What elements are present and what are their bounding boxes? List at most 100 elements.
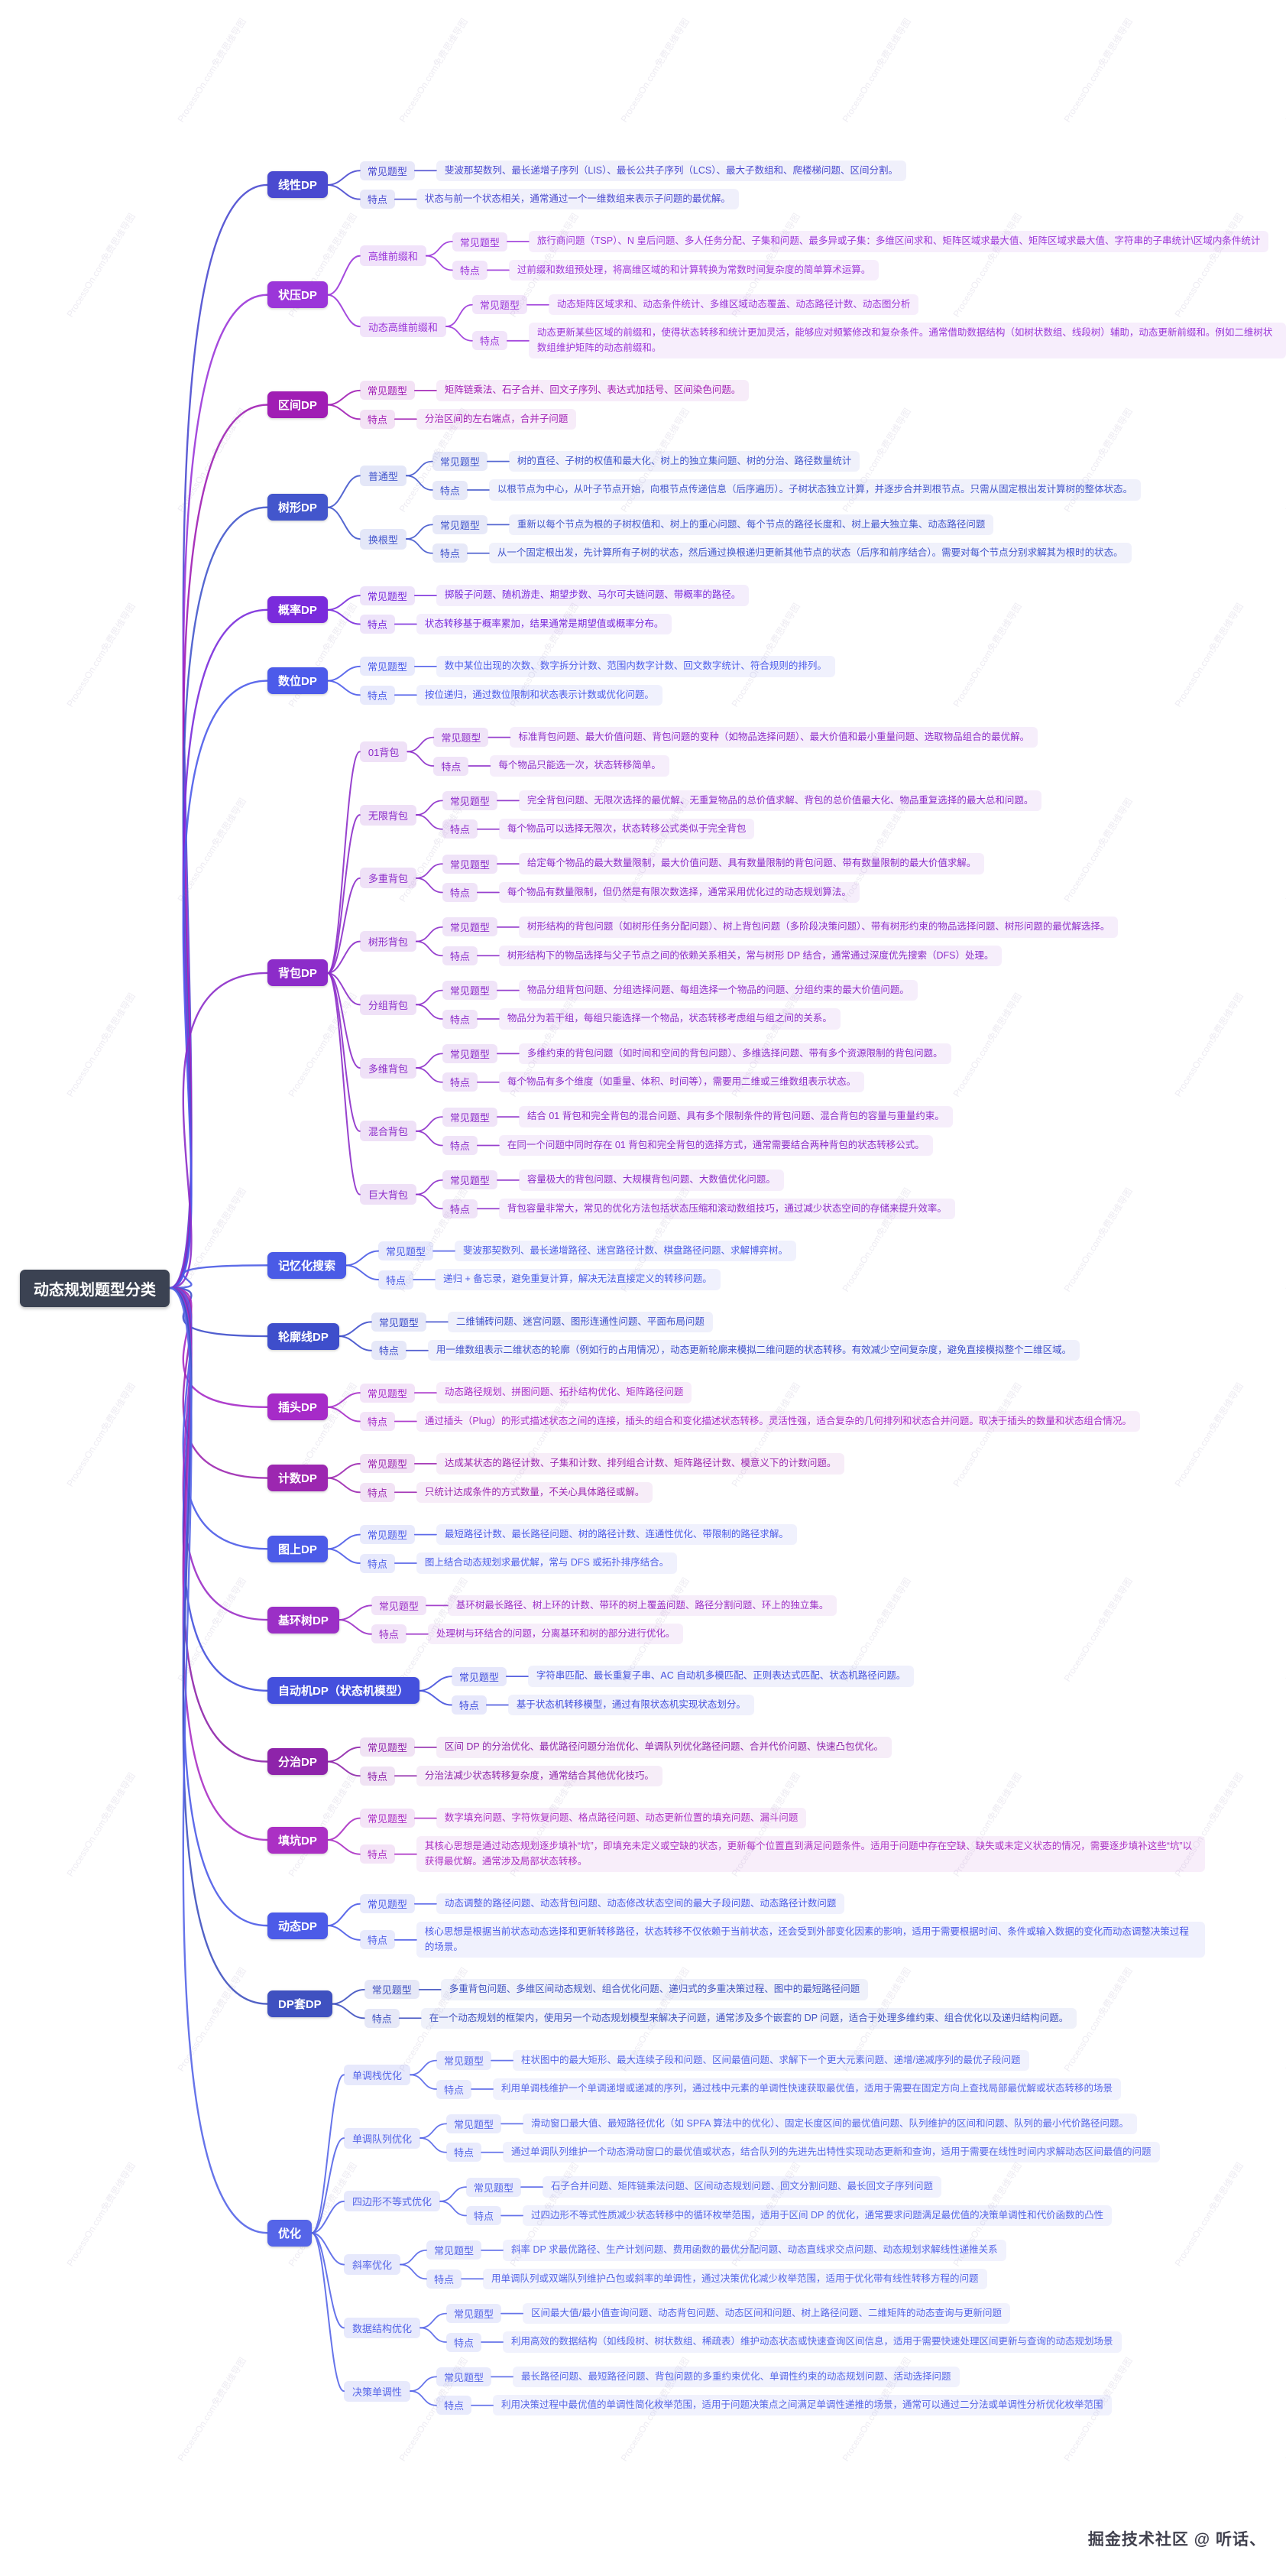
topic-content[interactable]: 背包容量非常大，常见的优化方法包括状态压缩和滚动数组技巧，通过减少状态空间的存储…: [498, 1198, 955, 1219]
topic-content[interactable]: 分治区间的左右端点，合并子问题: [416, 408, 577, 430]
topic-feature-label[interactable]: 特点: [442, 946, 478, 965]
topic-type-label[interactable]: 常见题型: [436, 2051, 492, 2071]
topic-type-label[interactable]: 常见题型: [359, 381, 415, 401]
topic-type-label[interactable]: 常见题型: [432, 452, 488, 472]
topic-content[interactable]: 通过插头（Plug）的形式描述状态之间的连接，插头的组合和变化描述状态转移。灵活…: [416, 1410, 1140, 1432]
topic-content[interactable]: 区间最大值/最小值查询问题、动态背包问题、动态区间和问题、树上路径问题、二维矩阵…: [523, 2302, 1011, 2325]
topic-content[interactable]: 在同一个问题中同时存在 01 背包和完全背包的选择方式，通常需要结合两种背包的状…: [498, 1134, 933, 1157]
topic-content[interactable]: 核心思想是根据当前状态动态选择和更新转移路径，状态转移不仅依赖于当前状态，还会受…: [416, 1922, 1205, 1958]
topic-type-label[interactable]: 常见题型: [426, 2240, 482, 2260]
sub-branch-node[interactable]: 多重背包: [359, 868, 416, 889]
topic-feature-label[interactable]: 特点: [442, 1199, 478, 1218]
branch-node[interactable]: 状压DP: [267, 281, 328, 309]
topic-content[interactable]: 用一维数组表示二维状态的轮廓（例如行的占用情况），动态更新轮廓来模拟二维问题的状…: [427, 1340, 1080, 1361]
topic-content[interactable]: 多维约束的背包问题（如时间和空间的背包问题）、多维选择问题、带有多个资源限制的背…: [518, 1043, 951, 1065]
topic-content[interactable]: 其核心思想是通过动态规划逐步填补“坑”，即填充未定义或空缺的状态，更新每个位置直…: [416, 1836, 1205, 1873]
topic-type-label[interactable]: 常见题型: [442, 917, 497, 937]
topic-content[interactable]: 状态与前一个状态相关，通常通过一个一维数组来表示子问题的最优解。: [416, 188, 739, 210]
topic-feature-label[interactable]: 特点: [436, 2079, 472, 2099]
topic-feature-label[interactable]: 特点: [436, 2396, 472, 2415]
topic-feature-label[interactable]: 特点: [442, 819, 478, 839]
topic-content[interactable]: 区间 DP 的分治优化、最优路径问题分治优化、单调队列优化路径问题、合并代价问题…: [436, 1737, 892, 1758]
topic-type-label[interactable]: 常见题型: [451, 1666, 507, 1686]
topic-content[interactable]: 掷骰子问题、随机游走、期望步数、马尔可夫链问题、带概率的路径。: [436, 585, 750, 606]
topic-type-label[interactable]: 常见题型: [359, 161, 415, 180]
branch-node[interactable]: 树形DP: [267, 494, 328, 521]
branch-node[interactable]: 插头DP: [267, 1393, 328, 1421]
sub-branch-node[interactable]: 01背包: [359, 741, 408, 762]
topic-content[interactable]: 只统计达成条件的方式数量，不关心具体路径或解。: [416, 1481, 653, 1503]
branch-node[interactable]: 背包DP: [267, 959, 328, 987]
topic-type-label[interactable]: 常见题型: [446, 2114, 502, 2133]
topic-feature-label[interactable]: 特点: [359, 190, 395, 209]
topic-content[interactable]: 物品分组背包问题、分组选择问题、每组选择一个物品的问题、分组约束的最大价值问题。: [518, 979, 918, 1001]
topic-type-label[interactable]: 常见题型: [452, 232, 507, 251]
topic-content[interactable]: 多重背包问题、多维区间动态规划、组合优化问题、递归式的多重决策过程、图中的最短路…: [440, 1979, 869, 2000]
topic-content[interactable]: 每个物品有多个维度（如重量、体积、时间等），需要用二维或三维数组表示状态。: [498, 1072, 865, 1093]
topic-content[interactable]: 旅行商问题（TSP）、N 皇后问题、多人任务分配、子集和问题、最多异或子集：多维…: [528, 231, 1269, 252]
topic-feature-label[interactable]: 特点: [442, 1072, 478, 1092]
topic-feature-label[interactable]: 特点: [471, 331, 507, 351]
sub-branch-node[interactable]: 巨大背包: [359, 1184, 416, 1205]
topic-feature-label[interactable]: 特点: [359, 409, 395, 429]
sub-branch-node[interactable]: 无限背包: [359, 804, 416, 826]
branch-node[interactable]: 自动机DP（状态机模型）: [267, 1677, 419, 1705]
topic-type-label[interactable]: 常见题型: [371, 1595, 426, 1615]
topic-content[interactable]: 每个物品有数量限制，但仍然是有限次数选择，通常采用优化过的动态规划算法。: [498, 881, 860, 904]
topic-type-label[interactable]: 常见题型: [378, 1241, 434, 1261]
topic-content[interactable]: 石子合并问题、矩阵链乘法问题、区间动态规划问题、回文分割问题、最长回文子序列问题: [543, 2176, 942, 2198]
topic-content[interactable]: 容量极大的背包问题、大规模背包问题、大数值优化问题。: [518, 1170, 784, 1191]
topic-feature-label[interactable]: 特点: [359, 1930, 395, 1950]
sub-branch-node[interactable]: 四边形不等式优化: [344, 2191, 441, 2212]
sub-branch-node[interactable]: 决策单调性: [344, 2380, 411, 2402]
topic-type-label[interactable]: 常见题型: [433, 728, 489, 748]
branch-node[interactable]: 记忆化搜索: [267, 1251, 347, 1279]
topic-type-label[interactable]: 常见题型: [466, 2177, 522, 2197]
topic-content[interactable]: 基于状态机转移模型，通过有限状态机实现状态划分。: [507, 1694, 754, 1716]
topic-type-label[interactable]: 常见题型: [432, 514, 488, 534]
topic-feature-label[interactable]: 特点: [359, 685, 395, 705]
topic-content[interactable]: 完全背包问题、无限次选择的最优解、无重复物品的总价值求解、背包的总价值最大化、物…: [518, 790, 1042, 812]
branch-node[interactable]: 分治DP: [267, 1748, 328, 1776]
topic-content[interactable]: 动态调整的路径问题、动态背包问题、动态修改状态空间的最大子段问题、动态路径计数问…: [436, 1893, 845, 1915]
branch-node[interactable]: 图上DP: [267, 1535, 328, 1562]
branch-node[interactable]: 填坑DP: [267, 1826, 328, 1854]
topic-content[interactable]: 每个物品只能选一次，状态转移简单。: [490, 755, 669, 777]
sub-branch-node[interactable]: 混合背包: [359, 1121, 416, 1142]
topic-content[interactable]: 从一个固定根出发，先计算所有子树的状态，然后通过换根递归更新其他节点的状态（后序…: [488, 543, 1132, 564]
topic-content[interactable]: 过四边形不等式性质减少状态转移中的循环枚举范围，适用于区间 DP 的优化，通常要…: [523, 2205, 1113, 2227]
topic-content[interactable]: 二维铺砖问题、迷宫问题、图形连通性问题、平面布局问题: [447, 1311, 713, 1333]
topic-content[interactable]: 柱状图中的最大矩形、最大连续子段和问题、区间最值问题、求解下一个更大元素问题、递…: [513, 2049, 1029, 2072]
topic-feature-label[interactable]: 特点: [359, 1412, 395, 1431]
topic-content[interactable]: 最长路径问题、最短路径问题、背包问题的多重约束优化、单调性约束的动态规划问题、活…: [513, 2366, 960, 2388]
topic-feature-label[interactable]: 特点: [359, 1482, 395, 1502]
sub-branch-node[interactable]: 普通型: [359, 465, 407, 486]
sub-branch-node[interactable]: 换根型: [359, 528, 407, 550]
branch-node[interactable]: 基环树DP: [267, 1606, 339, 1634]
topic-content[interactable]: 利用高效的数据结构（如线段树、树状数组、稀疏表）维护动态状态或快速查询区间信息，…: [503, 2331, 1122, 2353]
branch-node[interactable]: 概率DP: [267, 596, 328, 624]
topic-type-label[interactable]: 常见题型: [442, 1043, 497, 1063]
topic-content[interactable]: 动态矩阵区域求和、动态条件统计、多维区域动态覆盖、动态路径计数、动态图分析: [548, 294, 919, 316]
topic-type-label[interactable]: 常见题型: [359, 1383, 415, 1403]
topic-content[interactable]: 在一个动态规划的框架内，使用另一个动态规划模型来解决子问题，通常涉及多个嵌套的 …: [420, 2007, 1077, 2029]
topic-feature-label[interactable]: 特点: [359, 1766, 395, 1786]
topic-content[interactable]: 树的直径、子树的权值和最大化、树上的独立集问题、树的分治、路径数量统计: [508, 450, 860, 472]
topic-feature-label[interactable]: 特点: [371, 1341, 407, 1361]
topic-type-label[interactable]: 常见题型: [446, 2304, 502, 2324]
topic-type-label[interactable]: 常见题型: [436, 2367, 492, 2386]
topic-feature-label[interactable]: 特点: [378, 1270, 414, 1290]
topic-content[interactable]: 每个物品可以选择无限次，状态转移公式类似于完全背包: [498, 819, 755, 840]
topic-type-label[interactable]: 常见题型: [364, 1980, 419, 2000]
topic-type-label[interactable]: 常见题型: [359, 1454, 415, 1474]
topic-type-label[interactable]: 常见题型: [359, 1525, 415, 1545]
topic-content[interactable]: 树形结构的背包问题（如树形任务分配问题）、树上背包问题（多阶段决策问题）、带有树…: [518, 917, 1119, 938]
branch-node[interactable]: 动态DP: [267, 1912, 328, 1939]
topic-type-label[interactable]: 常见题型: [359, 1809, 415, 1828]
topic-feature-label[interactable]: 特点: [446, 2332, 482, 2352]
topic-feature-label[interactable]: 特点: [426, 2269, 462, 2289]
topic-feature-label[interactable]: 特点: [359, 1553, 395, 1573]
branch-node[interactable]: 区间DP: [267, 391, 328, 419]
topic-content[interactable]: 最短路径计数、最长路径问题、树的路径计数、连通性优化、带限制的路径求解。: [436, 1523, 797, 1546]
topic-content[interactable]: 字符串匹配、最长重复子串、AC 自动机多模匹配、正则表达式匹配、状态机路径问题。: [527, 1666, 915, 1687]
